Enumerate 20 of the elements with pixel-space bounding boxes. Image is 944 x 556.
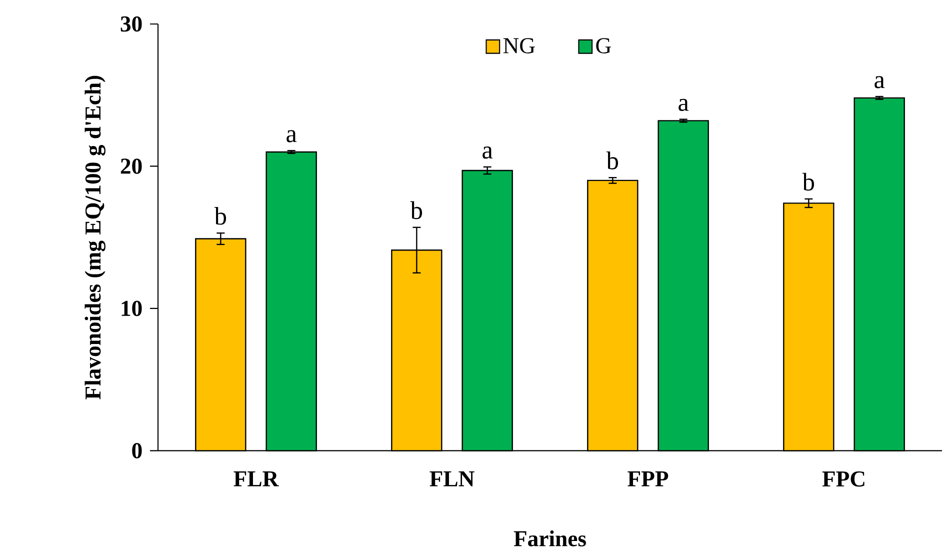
- y-tick-label: 0: [132, 443, 142, 458]
- y-tick-label: 30: [120, 16, 142, 32]
- annotation: a: [286, 130, 297, 142]
- annotation: a: [874, 76, 885, 88]
- y-tick-label: 10: [122, 300, 142, 316]
- y-tick-label: 20: [120, 158, 142, 174]
- x-tick-label: FPC: [822, 471, 864, 487]
- y-axis-title: Flavonoides (mg EQ/100 g d'Ech): [84, 76, 106, 400]
- annotation: b: [802, 172, 814, 191]
- annotation: b: [410, 201, 422, 220]
- legend-label: NG: [503, 38, 535, 54]
- x-tick-label: FPP: [628, 471, 668, 486]
- x-tick-label: FLN: [430, 471, 474, 486]
- x-axis-title: Farines: [514, 530, 586, 546]
- legend-label: G: [596, 38, 611, 54]
- x-tick-label: FLR: [234, 471, 279, 486]
- annotation: a: [482, 146, 493, 159]
- annotation: b: [606, 152, 618, 170]
- annotation: a: [678, 98, 689, 112]
- annotation: b: [214, 206, 226, 225]
